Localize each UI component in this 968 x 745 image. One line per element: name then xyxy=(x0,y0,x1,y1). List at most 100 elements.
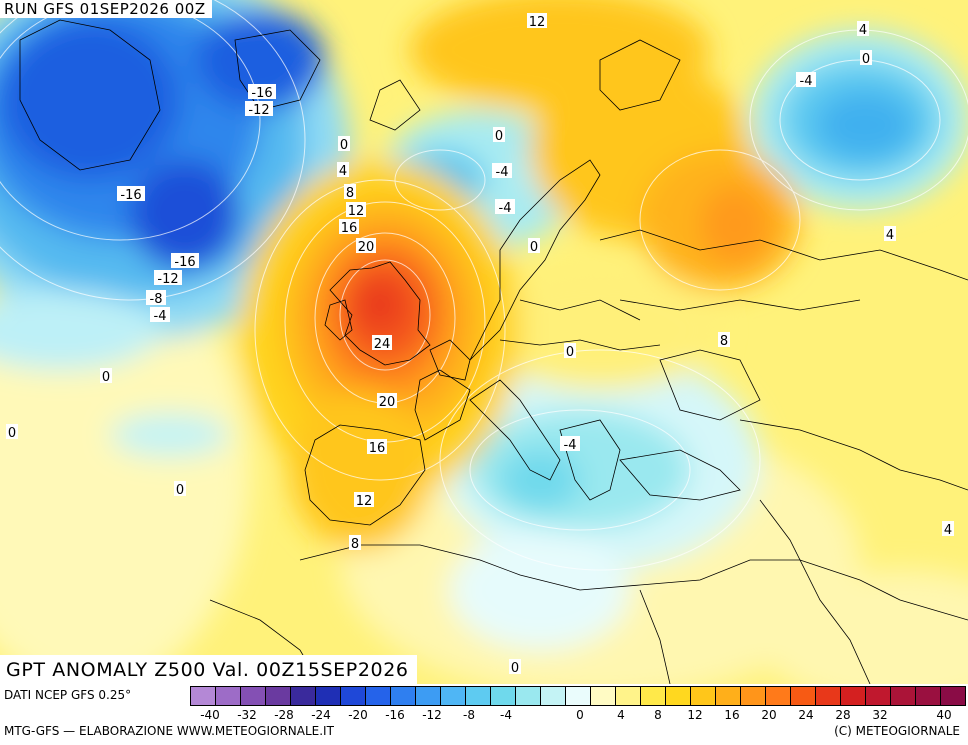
contour-label-bg xyxy=(564,343,576,358)
contour-label-bg xyxy=(100,368,112,383)
contour-label: -4 xyxy=(496,165,509,180)
contour-label: -4 xyxy=(499,201,512,216)
color-scale-swatch xyxy=(916,687,941,705)
color-scale-tick: 20 xyxy=(761,708,777,722)
contour-label-bg xyxy=(493,127,505,142)
contour-label: -12 xyxy=(157,272,178,287)
color-scale-swatch xyxy=(566,687,591,705)
contour-label-bg xyxy=(884,226,896,241)
color-scale-swatch xyxy=(266,687,291,705)
contour-label: 0 xyxy=(495,129,503,144)
contour-labels: -16-12-16-16-12-8-4000048121620242016128… xyxy=(6,13,954,676)
color-scale-swatch xyxy=(191,687,216,705)
contour-label-bg xyxy=(6,424,18,439)
contour-label: 4 xyxy=(886,228,894,243)
color-scale-swatch xyxy=(791,687,816,705)
contour-label: 12 xyxy=(348,204,365,219)
color-scale-tick: -16 xyxy=(385,708,405,722)
contour-label: -16 xyxy=(251,86,272,101)
color-scale-swatch xyxy=(516,687,541,705)
color-scale-swatch xyxy=(691,687,716,705)
color-scale-swatch xyxy=(291,687,316,705)
contour-label-bg xyxy=(338,136,350,151)
contour-label: -16 xyxy=(174,255,195,270)
data-source: DATI NCEP GFS 0.25° xyxy=(4,688,132,702)
color-scale-swatch xyxy=(316,687,341,705)
color-scale-tick: 0 xyxy=(576,708,584,722)
contour-label-bg xyxy=(527,13,547,28)
contour-label: 0 xyxy=(340,138,348,153)
contour-label: 4 xyxy=(339,164,347,179)
contour-label-bg xyxy=(495,199,515,214)
contour-label: 0 xyxy=(530,240,538,255)
contour-label: -12 xyxy=(248,103,269,118)
contour-label-bg xyxy=(349,535,361,550)
footer: DATI NCEP GFS 0.25° -40 -32 -28 -24 -20 -16 -1… xyxy=(0,684,968,745)
color-scale-swatch xyxy=(666,687,691,705)
color-scale-swatch xyxy=(766,687,791,705)
contour-label-bg xyxy=(344,184,356,199)
contour-label: 0 xyxy=(862,52,870,67)
color-scale-tick: 24 xyxy=(798,708,814,722)
color-scale-swatch xyxy=(391,687,416,705)
color-scale-tick: 32 xyxy=(872,708,888,722)
contour-label: -16 xyxy=(120,188,141,203)
color-scale-tick: 28 xyxy=(835,708,851,722)
color-scale-swatch xyxy=(416,687,441,705)
color-scale-ticks: -40 -32 -28 -24 -20 -16 -12 -8 -4 0 4 8 12 16 20 24 28 32… xyxy=(190,708,966,722)
color-scale-tick: -8 xyxy=(463,708,475,722)
contour-label: 20 xyxy=(379,395,396,410)
contour-label-bg xyxy=(528,238,540,253)
contour-label-bg xyxy=(509,659,521,674)
contour-label: 16 xyxy=(341,221,358,236)
contour-label: 20 xyxy=(358,240,375,255)
color-scale-swatch xyxy=(941,687,965,705)
color-scale-swatch xyxy=(716,687,741,705)
contour-label: 0 xyxy=(8,426,16,441)
color-scale-tick: -40 xyxy=(200,708,220,722)
contour-label: 12 xyxy=(529,15,546,30)
color-scale-swatch xyxy=(241,687,266,705)
contour-label-bg xyxy=(146,290,166,305)
contour-label: 16 xyxy=(369,441,386,456)
contour-label-bg xyxy=(560,436,580,451)
color-scale-swatch xyxy=(366,687,391,705)
color-scale-swatch xyxy=(891,687,916,705)
contour-label-bg xyxy=(367,439,387,454)
contour-label: -4 xyxy=(154,309,167,324)
credit-left: MTG-GFS — ELABORAZIONE WWW.METEOGIORNALE… xyxy=(4,724,334,738)
contour-label: 0 xyxy=(566,345,574,360)
contour-label: 0 xyxy=(102,370,110,385)
contour-label: 12 xyxy=(356,494,373,509)
color-scale-swatch xyxy=(591,687,616,705)
contour-label: -4 xyxy=(564,438,577,453)
contour-label: -8 xyxy=(150,292,163,307)
color-scale-swatch xyxy=(441,687,466,705)
contour-label: 0 xyxy=(511,661,519,676)
contour-label: 4 xyxy=(944,523,952,538)
credit-right: (C) METEOGIORNALE xyxy=(834,724,960,738)
contour-label-bg xyxy=(150,307,170,322)
color-scale-swatch xyxy=(641,687,666,705)
color-scale-tick: -12 xyxy=(422,708,442,722)
color-scale-tick: 4 xyxy=(617,708,625,722)
contour-label-bg xyxy=(356,238,376,253)
contour-label-bg xyxy=(860,50,872,65)
contour-label: 8 xyxy=(720,334,728,349)
contour-label-bg xyxy=(492,163,512,178)
contour-label-bg xyxy=(174,481,186,496)
color-scale-swatch xyxy=(541,687,566,705)
contour-label: 0 xyxy=(176,483,184,498)
run-header: RUN GFS 01SEP2026 00Z xyxy=(0,0,212,18)
color-scale-tick: -24 xyxy=(311,708,331,722)
color-scale-tick: 40 xyxy=(936,708,952,722)
contour-label-bg xyxy=(245,101,273,116)
contour-label-bg xyxy=(372,335,392,350)
contour-label: 4 xyxy=(859,23,867,38)
contour-label: 8 xyxy=(351,537,359,552)
color-scale-swatch xyxy=(341,687,366,705)
color-scale-swatch xyxy=(216,687,241,705)
color-scale-swatch xyxy=(616,687,641,705)
contour-label-bg xyxy=(171,253,199,268)
contour-label-bg xyxy=(796,72,816,87)
